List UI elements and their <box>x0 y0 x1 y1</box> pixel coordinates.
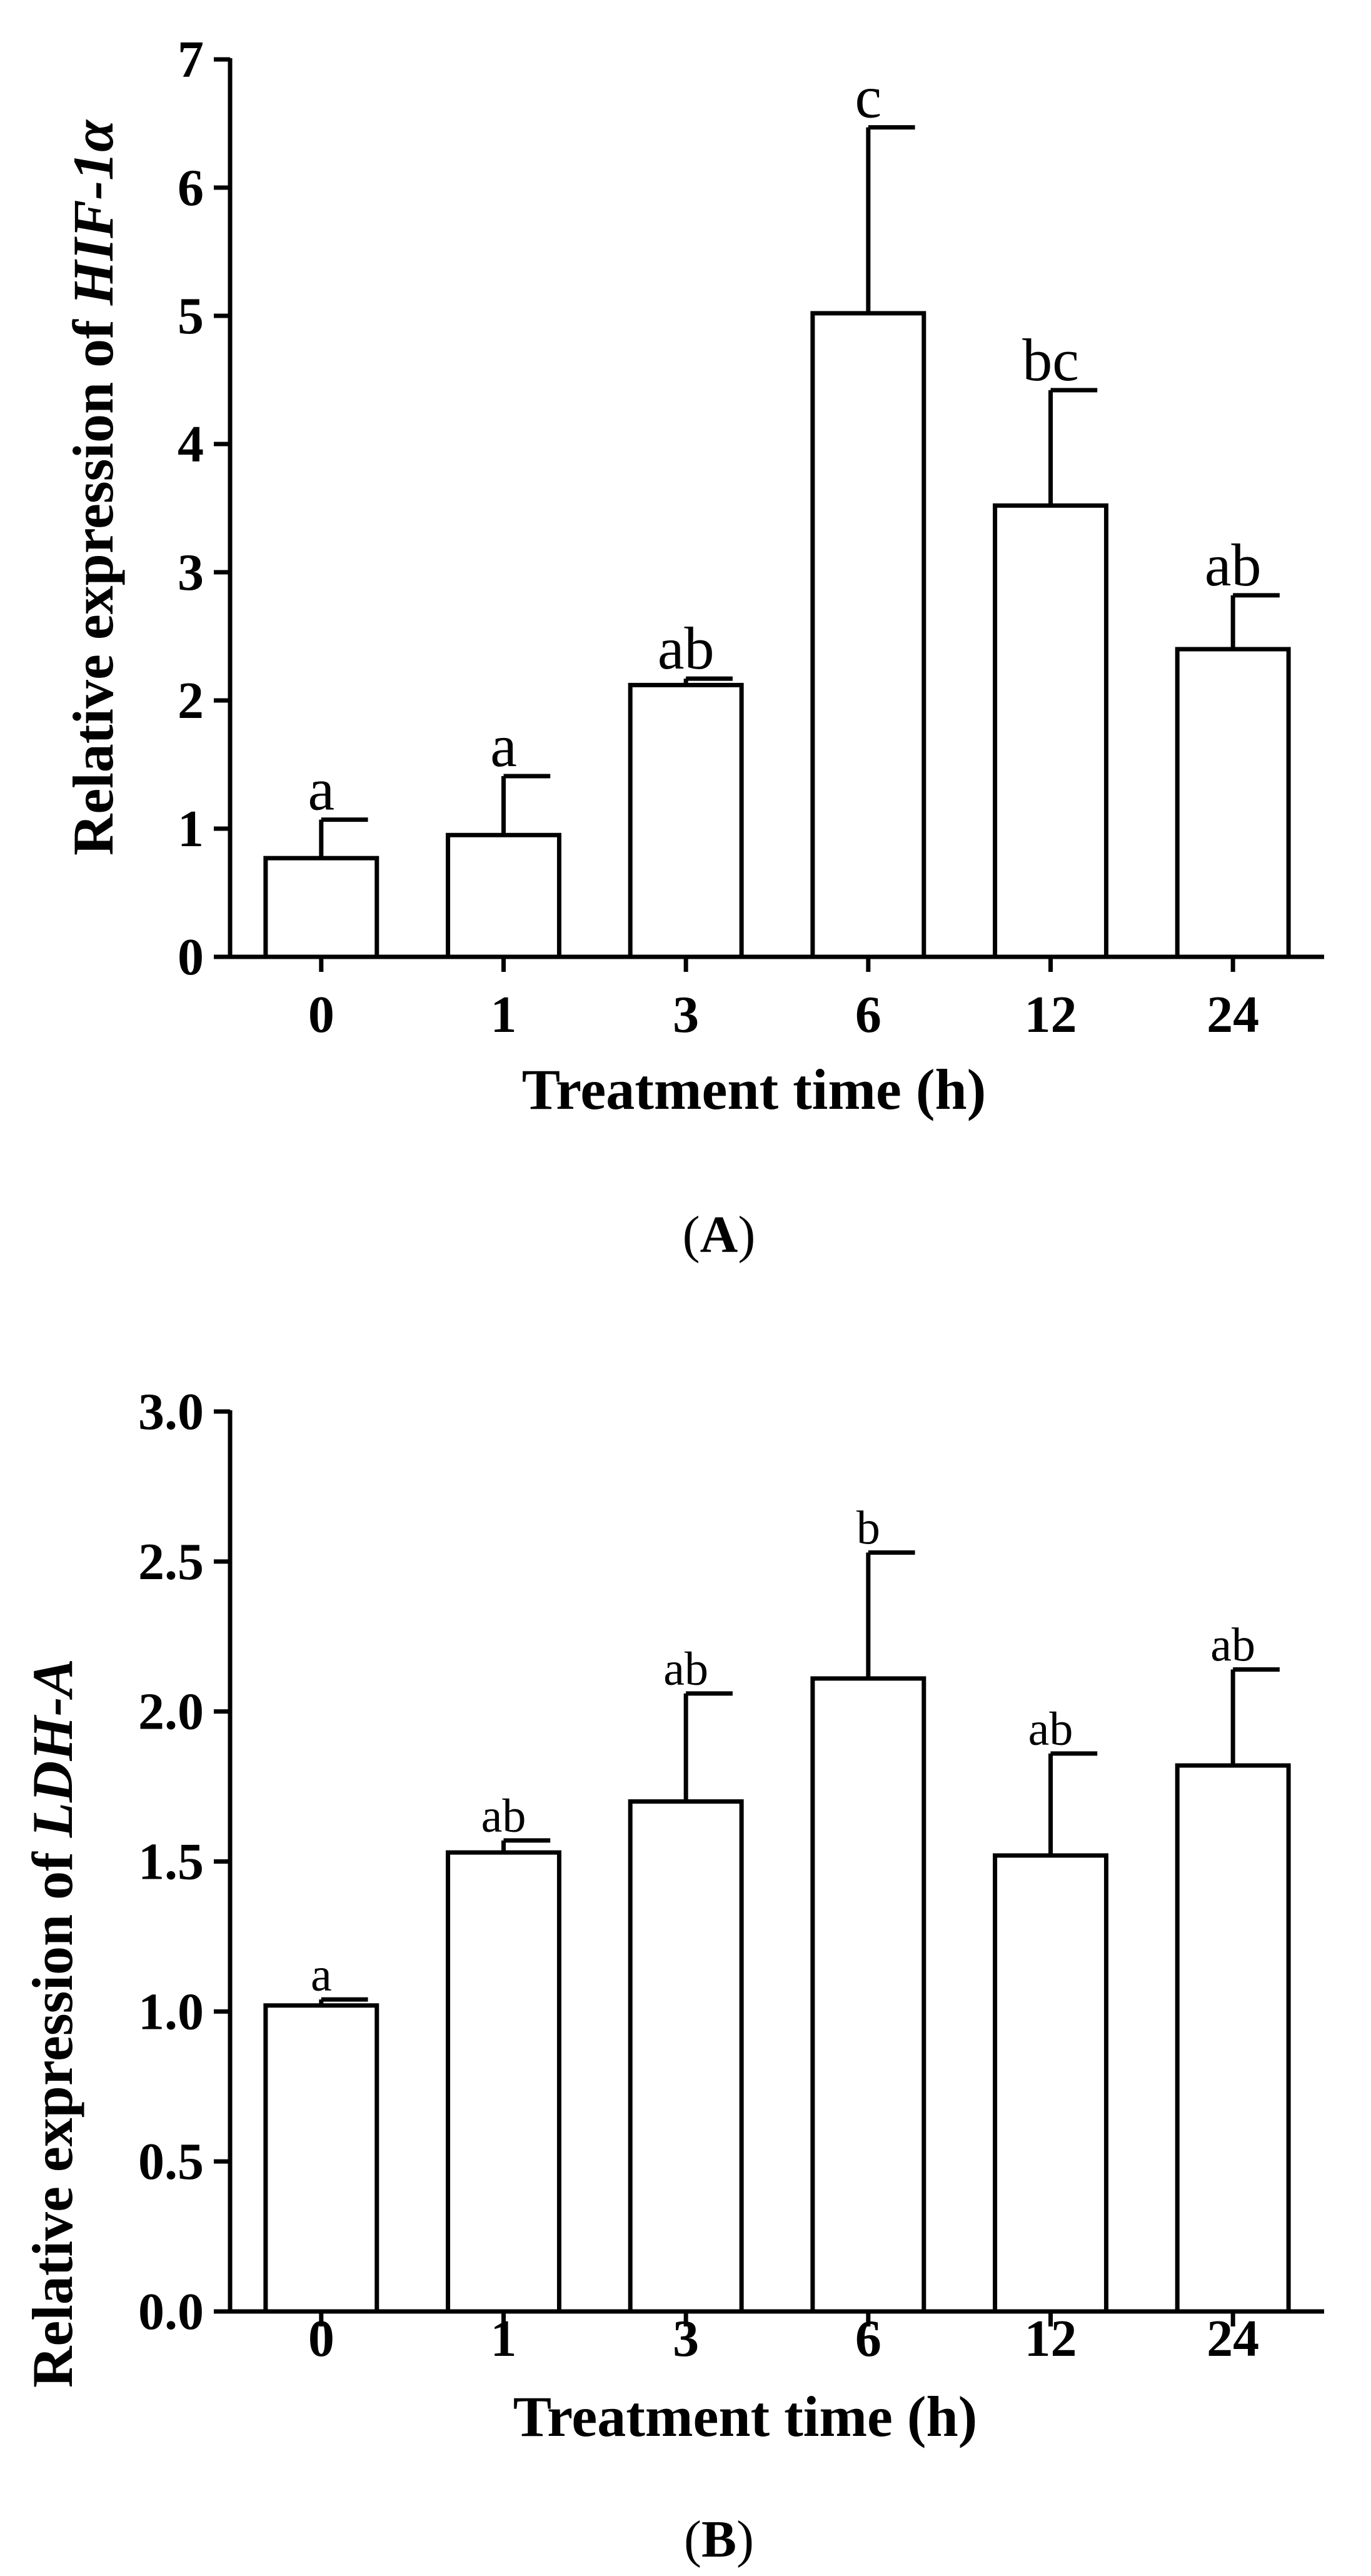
panel-b-x-axis-title: Treatment time (h) <box>513 2385 978 2448</box>
panel-b-x-tick-label: 12 <box>1025 2310 1077 2368</box>
panel-b-x-tick-label: 1 <box>491 2310 517 2368</box>
panel-b-bar <box>993 1853 1108 2314</box>
panel-b-plot: 0.0 0.5 1.0 1.5 2.0 2.5 3.0 0 a 1 ab 3 ab 6 b 12 ab 24 ab <box>138 1383 1324 2368</box>
panel-a-bar <box>993 503 1108 959</box>
panel-a-significance-label: a <box>490 712 517 779</box>
panel-b-y-tick-label: 0.0 <box>138 2283 204 2341</box>
panel-a-significance-label: c <box>855 64 882 131</box>
panel-a-bar <box>263 856 379 959</box>
panel-b-bar <box>1175 1763 1291 2314</box>
panel-b-y-axis-title: Relative expression of LDH-A <box>21 1659 84 2388</box>
panel-b-significance-label: a <box>311 1949 332 2001</box>
panel-a-bar <box>810 311 927 959</box>
panel-a-y-axis-title-prefix: Relative expression of <box>61 305 125 856</box>
panel-a-x-axis-title: Treatment time (h) <box>522 1058 987 1121</box>
panel-b-label: (B) <box>684 2510 754 2568</box>
panel-a-y-tick-label: 3 <box>178 543 204 602</box>
panel-a-y-tick-label: 0 <box>178 928 204 986</box>
panel-b-bar <box>446 1850 561 2314</box>
panel-b-x-tick-label: 0 <box>308 2310 334 2368</box>
panel-b-significance-label: ab <box>1210 1619 1255 1672</box>
panel-b-label-close: ) <box>736 2510 754 2568</box>
panel-b-y-axis-title-prefix: Relative expression of <box>21 1837 84 2388</box>
panel-a-y-tick-label: 2 <box>178 672 204 730</box>
panel-a-x-tick-label: 6 <box>855 986 881 1044</box>
panel-b-bar <box>810 1676 927 2314</box>
panel-a-label-letter: A <box>700 1206 738 1264</box>
panel-b-y-tick-label: 0.5 <box>138 2133 204 2191</box>
panel-a: Relative expression of HIF-1α Treatment … <box>61 119 986 1264</box>
panel-a-significance-label: a <box>308 756 335 823</box>
panel-b-label-open: ( <box>684 2510 701 2568</box>
panel-b-y-axis-title-gene: LDH-A <box>21 1659 84 1838</box>
panel-a-x-tick-label: 3 <box>673 986 699 1044</box>
panel-b-y-tick-label: 1.0 <box>138 1983 204 2041</box>
panel-b-x-tick-label: 6 <box>855 2310 881 2368</box>
panel-a-bar <box>446 832 561 959</box>
panel-b: Relative expression of LDH-A Treatment t… <box>21 1659 977 2568</box>
panel-b-y-tick-label: 2.5 <box>138 1533 204 1591</box>
panel-a-bar <box>628 682 744 959</box>
panel-a-x-tick-label: 1 <box>491 986 517 1044</box>
panel-a-y-tick-label: 7 <box>178 31 204 89</box>
panel-a-y-tick-label: 5 <box>178 287 204 345</box>
panel-a-x-tick-label: 12 <box>1025 986 1077 1044</box>
panel-a-label: (A) <box>683 1206 756 1264</box>
panel-b-significance-label: ab <box>663 1643 708 1695</box>
panel-a-label-close: ) <box>738 1206 755 1264</box>
panel-b-label-letter: B <box>701 2510 736 2568</box>
panel-a-significance-label: ab <box>1205 532 1262 599</box>
panel-a-bar <box>1175 647 1291 959</box>
panel-a-y-axis-title-gene: HIF-1α <box>61 119 125 306</box>
panel-a-significance-label: bc <box>1022 326 1079 393</box>
panel-b-y-tick-label: 3.0 <box>138 1383 204 1441</box>
panel-a-x-tick-label: 24 <box>1207 986 1259 1044</box>
panel-a-y-tick-label: 1 <box>178 800 204 858</box>
panel-b-y-tick-label: 2.0 <box>138 1683 204 1741</box>
panel-b-significance-label: ab <box>481 1790 526 1842</box>
panel-b-x-tick-label: 3 <box>673 2310 699 2368</box>
panel-a-y-axis-title: Relative expression of HIF-1α <box>61 119 125 856</box>
panel-a-label-open: ( <box>683 1206 700 1264</box>
panel-a-significance-label: ab <box>658 615 715 682</box>
panel-b-significance-label: b <box>856 1502 880 1554</box>
panel-b-significance-label: ab <box>1028 1703 1073 1755</box>
panel-b-x-tick-label: 24 <box>1207 2310 1259 2368</box>
panel-b-bar <box>628 1799 744 2314</box>
panel-a-y-tick-label: 6 <box>178 159 204 217</box>
panel-a-y-tick-label: 4 <box>178 415 204 473</box>
panel-b-bar <box>263 2003 379 2314</box>
panel-b-y-tick-label: 1.5 <box>138 1833 204 1891</box>
panel-a-x-tick-label: 0 <box>308 986 334 1044</box>
